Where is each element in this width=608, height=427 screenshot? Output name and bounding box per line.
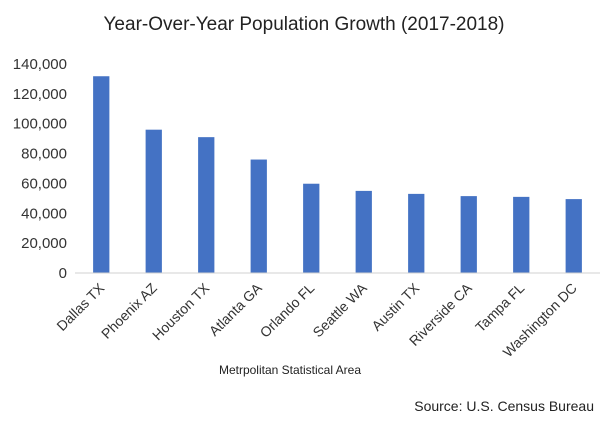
source-note: Source: U.S. Census Bureau	[414, 398, 594, 414]
x-axis-label: Metrpolitan Statistical Area	[218, 363, 362, 377]
x-category-label: Austin TX	[368, 279, 423, 334]
bar	[93, 76, 110, 274]
x-category-label: Houston TX	[149, 279, 213, 343]
y-tick-label: 80,000	[21, 146, 67, 163]
x-category-label: Tampa FL	[472, 280, 527, 335]
x-category-label: Orlando FL	[257, 280, 318, 341]
bar	[565, 199, 582, 273]
y-tick-label: 60,000	[21, 175, 67, 192]
y-tick-label: 40,000	[21, 205, 67, 222]
bar	[513, 196, 530, 273]
bar	[250, 159, 267, 273]
bar	[460, 196, 477, 273]
bar	[198, 137, 215, 273]
y-tick-label: 0	[59, 265, 67, 282]
bar	[303, 183, 320, 273]
x-category-label: Seattle WA	[309, 279, 370, 340]
bars	[93, 76, 582, 274]
chart-title: Year-Over-Year Population Growth (2017-2…	[103, 14, 505, 35]
y-tick-label: 120,000	[13, 86, 67, 103]
y-tick-label: 100,000	[13, 116, 67, 133]
bar	[408, 193, 425, 273]
bar	[355, 190, 372, 273]
y-axis: 0 20,000 40,000 60,000 80,000 100,000 120,000 1…	[13, 56, 67, 282]
y-tick-label: 140,000	[13, 56, 67, 73]
bar	[145, 129, 162, 273]
x-category-label: Dallas TX	[53, 279, 108, 334]
y-tick-label: 20,000	[21, 235, 67, 252]
